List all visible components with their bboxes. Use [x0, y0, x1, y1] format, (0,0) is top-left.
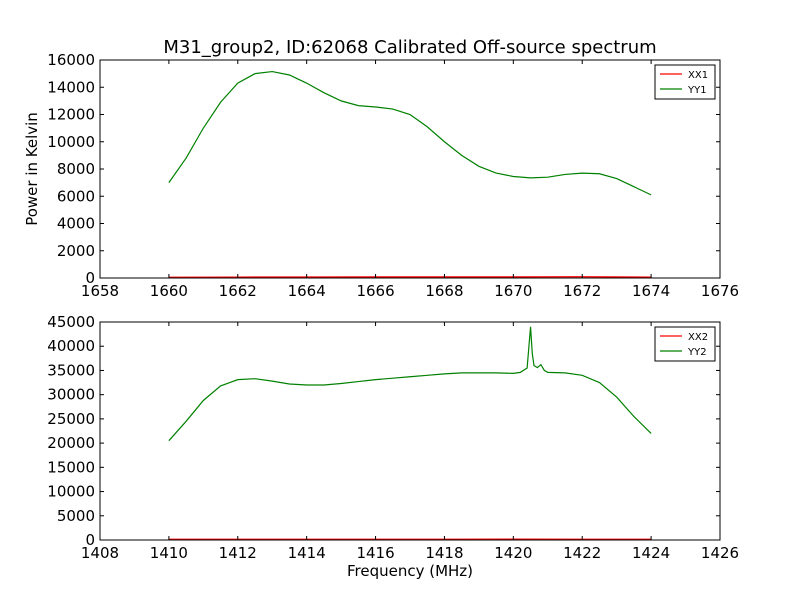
y-axis-label: Power in Kelvin: [23, 112, 41, 226]
y-tick-label: 0: [85, 531, 95, 549]
plot-frame: [99, 59, 721, 279]
y-tick-label: 5000: [57, 507, 95, 525]
series-line-yy1: [168, 70, 652, 196]
x-tick-label: 1416: [356, 544, 394, 562]
x-tick-label: 1426: [701, 544, 739, 562]
x-tick-label: 1420: [494, 544, 532, 562]
y-tick-label: 14000: [47, 78, 95, 96]
y-tick-label: 0: [85, 269, 95, 287]
legend-box: [654, 64, 716, 100]
x-tick-label: 1668: [425, 282, 463, 300]
legend-box: [654, 326, 716, 362]
plot-frame: [99, 321, 721, 541]
subplot-1: 1658 1660 1662 1664 1666 1668 1670 1672 1674 1676…: [23, 51, 739, 300]
x-tick-label: 1662: [219, 282, 257, 300]
y-tick-label: 20000: [47, 434, 95, 452]
chart-title: M31_group2, ID:62068 Calibrated Off-sour…: [163, 37, 656, 58]
legend-label-xx2: XX2: [688, 332, 708, 343]
subplots: 1658 1660 1662 1664 1666 1668 1670 1672 1674 1676…: [23, 51, 739, 562]
y-tick-label: 10000: [47, 133, 95, 151]
y-tick-label: 6000: [57, 187, 95, 205]
x-axis-label: Frequency (MHz): [347, 562, 473, 580]
x-tick-label: 1666: [356, 282, 394, 300]
y-tick-label: 2000: [57, 242, 95, 260]
x-tick-label: 1410: [150, 544, 188, 562]
y-tick-label: 30000: [47, 386, 95, 404]
legend-label-xx1: XX1: [688, 70, 708, 81]
y-tick-label: 10000: [47, 483, 95, 501]
legend-label-yy2: YY2: [687, 347, 707, 358]
legend-label-yy1: YY1: [687, 85, 707, 96]
x-tick-label: 1422: [563, 544, 601, 562]
x-tick-label: 1672: [563, 282, 601, 300]
x-tick-label: 1664: [288, 282, 326, 300]
x-tick-label: 1418: [425, 544, 463, 562]
x-tick-label: 1670: [494, 282, 532, 300]
x-tick-label: 1424: [632, 544, 670, 562]
y-tick-label: 25000: [47, 410, 95, 428]
y-tick-label: 8000: [57, 160, 95, 178]
y-tick-label: 40000: [47, 337, 95, 355]
y-tick-label: 15000: [47, 458, 95, 476]
x-tick-label: 1412: [219, 544, 257, 562]
y-tick-label: 45000: [47, 313, 95, 331]
y-tick-label: 16000: [47, 51, 95, 69]
y-tick-label: 4000: [57, 215, 95, 233]
series-line-yy2: [168, 326, 652, 442]
y-tick-label: 35000: [47, 361, 95, 379]
x-tick-label: 1408: [81, 544, 119, 562]
y-tick-label: 12000: [47, 106, 95, 124]
x-tick-label: 1414: [288, 544, 326, 562]
x-tick-label: 1676: [701, 282, 739, 300]
x-tick-label: 1660: [150, 282, 188, 300]
subplot-2: 1408 1410 1412 1414 1416 1418 1420 1422 1424 1426…: [47, 313, 739, 562]
x-tick-label: 1674: [632, 282, 670, 300]
x-tick-label: 1658: [81, 282, 119, 300]
